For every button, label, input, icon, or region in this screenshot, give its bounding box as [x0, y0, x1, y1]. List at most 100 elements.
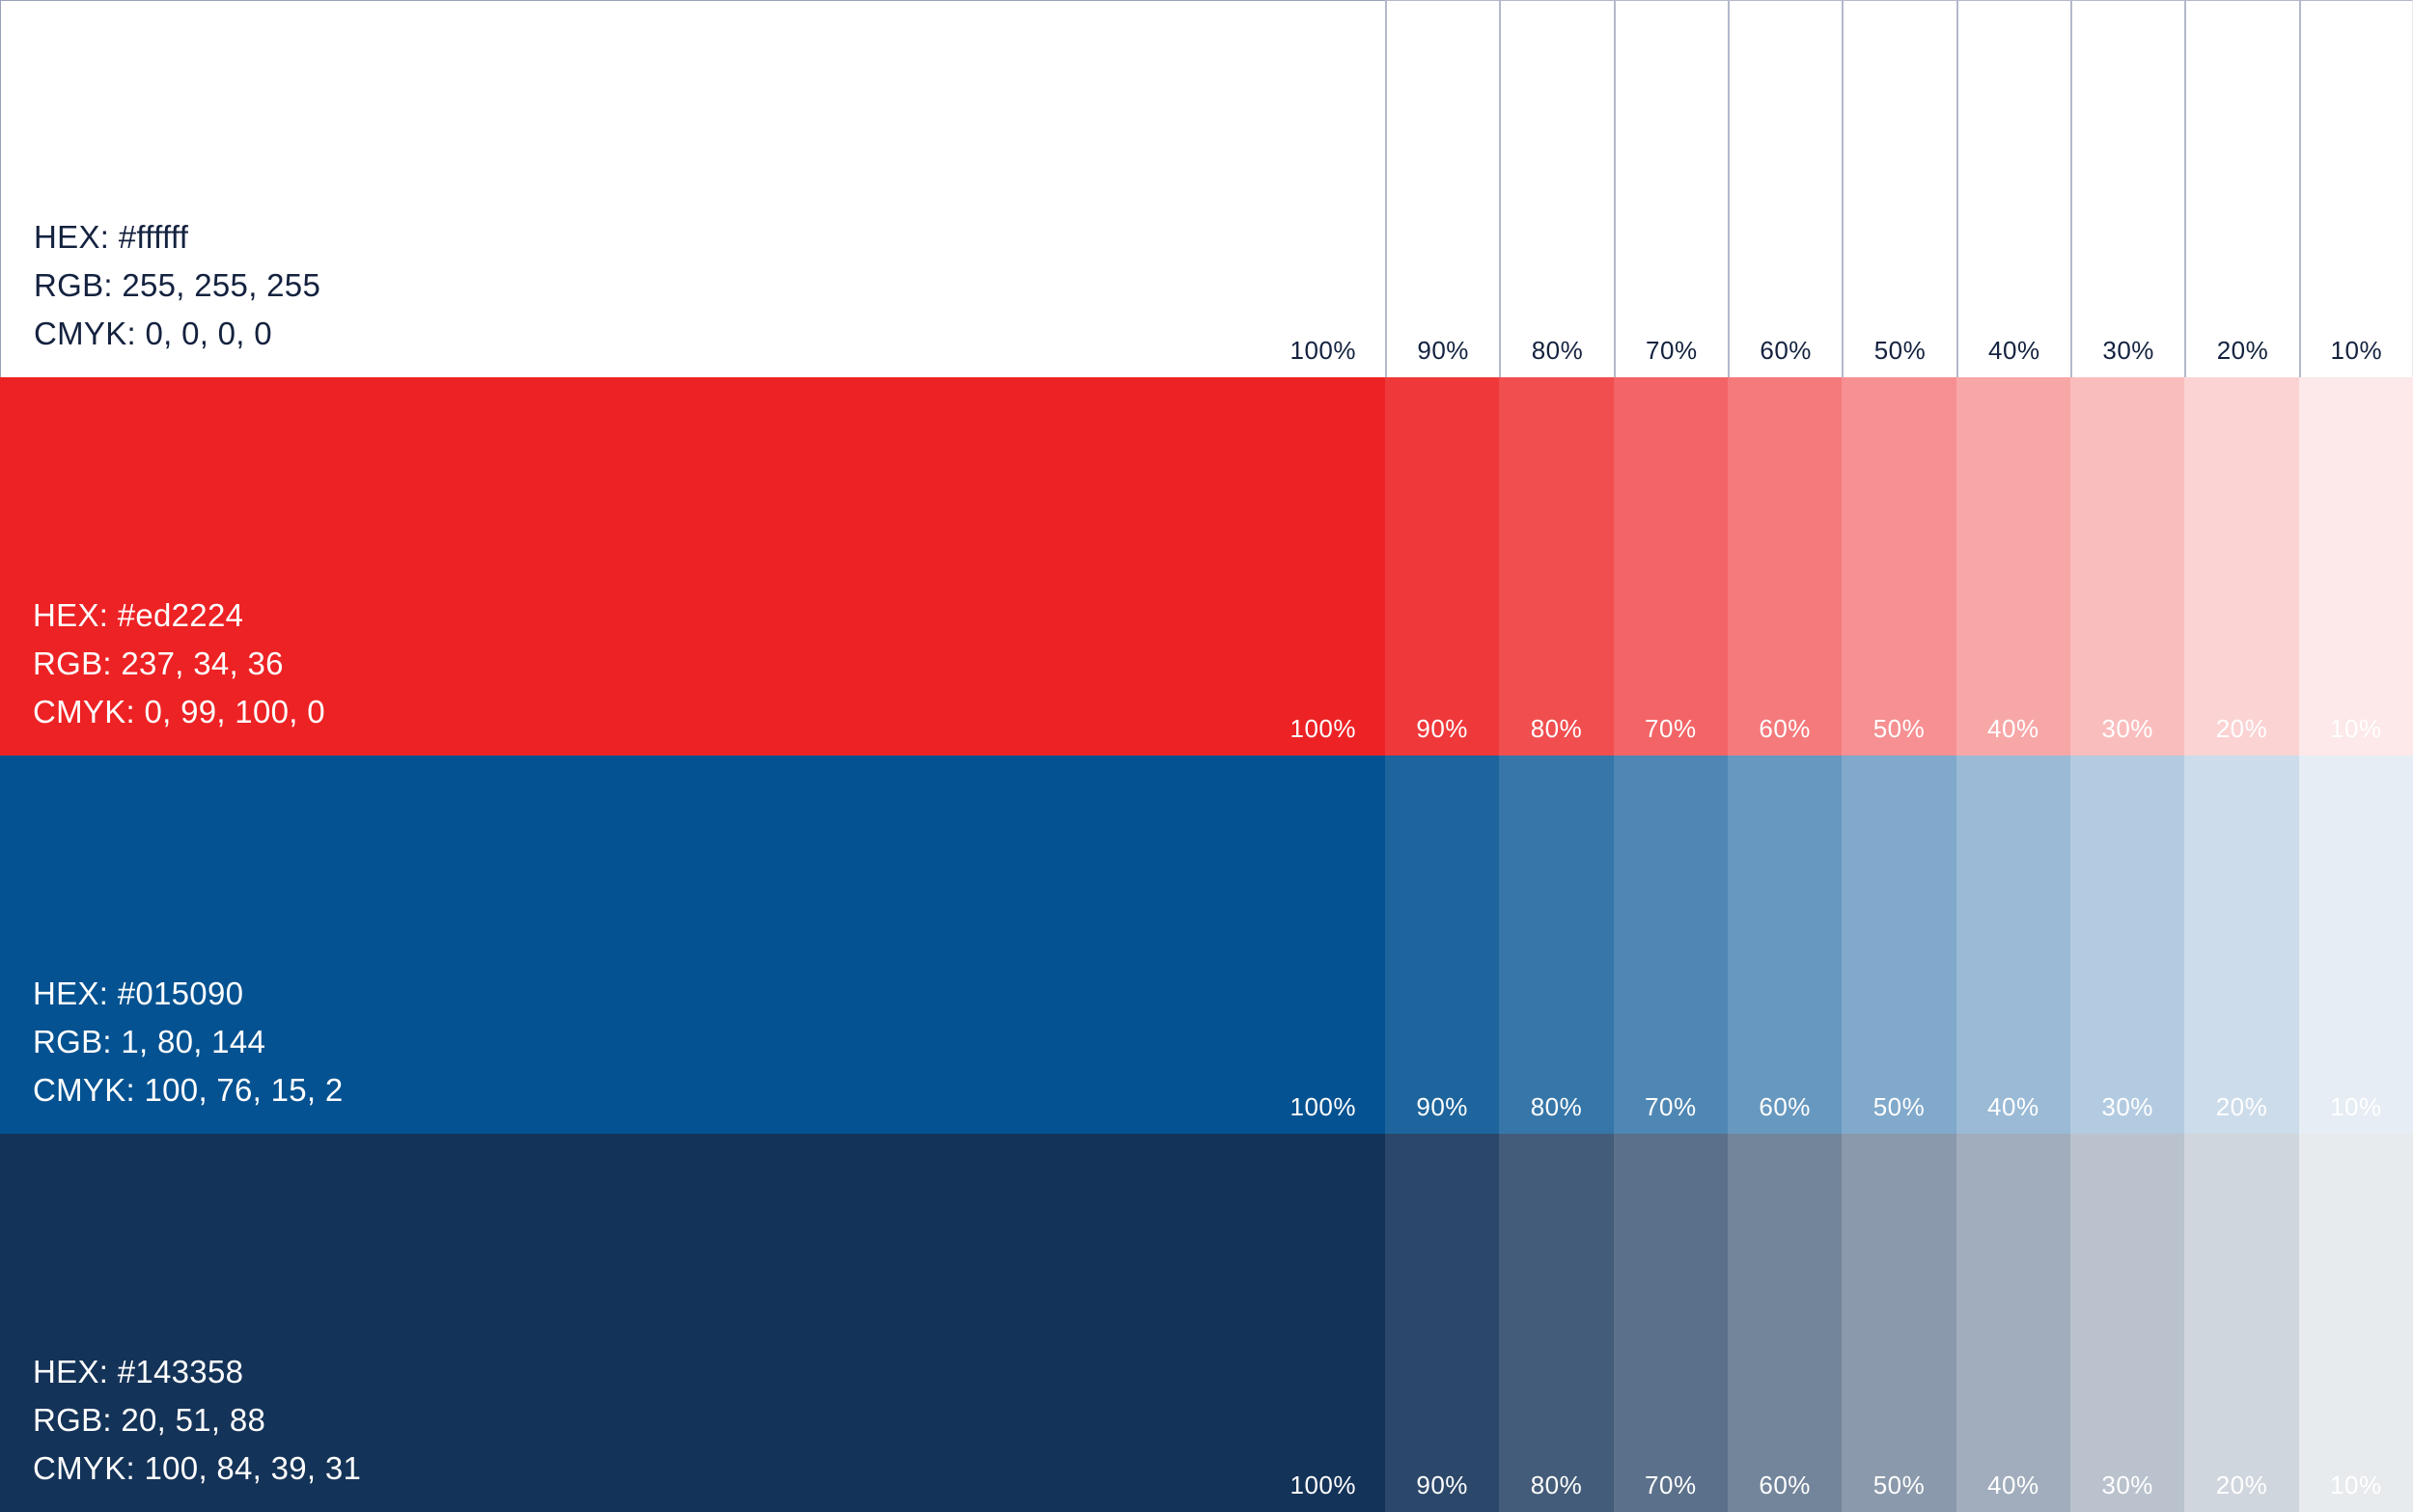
- tint-swatch-40: 40%: [1955, 0, 2070, 377]
- tint-percent-label: 70%: [1645, 714, 1697, 743]
- tint-swatch-20: 20%: [2184, 756, 2299, 1134]
- tint-percent-label: 60%: [1759, 714, 1811, 743]
- main-swatch: HEX: #ffffff RGB: 255, 255, 255 CMYK: 0,…: [0, 0, 1385, 377]
- tint-swatch-20: 20%: [2184, 377, 2299, 756]
- tint-percent-label: 20%: [2215, 714, 2268, 743]
- tint-swatch-90: 90%: [1385, 756, 1500, 1134]
- tint-swatch-30: 30%: [2070, 1134, 2185, 1512]
- tint-swatch-30: 30%: [2070, 377, 2185, 756]
- tint-swatch-10: 10%: [2298, 0, 2413, 377]
- rgb-value: RGB: 20, 51, 88: [33, 1402, 266, 1438]
- tint-percent-label: 10%: [2330, 1092, 2382, 1121]
- tint-percent-label: 60%: [1759, 1471, 1811, 1499]
- tint-swatch-10: 10%: [2298, 1134, 2413, 1512]
- main-swatch: HEX: #ed2224 RGB: 237, 34, 36 CMYK: 0, 9…: [0, 377, 1385, 756]
- tint-swatch-50: 50%: [1842, 377, 1956, 756]
- tint-percent-label: 70%: [1646, 336, 1698, 365]
- tint-swatch-10: 10%: [2298, 756, 2413, 1134]
- swatch-row-navy: HEX: #143358 RGB: 20, 51, 88 CMYK: 100, …: [0, 1134, 2413, 1512]
- color-info: HEX: #015090 RGB: 1, 80, 144 CMYK: 100, …: [33, 970, 344, 1114]
- tint-percent-label: 30%: [2102, 336, 2154, 365]
- tint-percent-label: 90%: [1416, 1471, 1468, 1499]
- tint-swatch-90: 90%: [1385, 377, 1500, 756]
- swatch-row-blue: HEX: #015090 RGB: 1, 80, 144 CMYK: 100, …: [0, 756, 2413, 1134]
- tint-swatch-70: 70%: [1613, 0, 1728, 377]
- tint-swatch-90: 90%: [1385, 0, 1500, 377]
- tint-swatch-70: 70%: [1613, 377, 1728, 756]
- rgb-value: RGB: 255, 255, 255: [34, 267, 321, 303]
- tint-percent-label: 50%: [1873, 336, 1927, 365]
- tint-swatch-70: 70%: [1613, 1134, 1728, 1512]
- tint-swatch-90: 90%: [1385, 1134, 1500, 1512]
- tint-swatch-70: 70%: [1613, 756, 1728, 1134]
- hex-value: HEX: #143358: [33, 1354, 244, 1389]
- tint-percent-label: 20%: [2216, 336, 2269, 365]
- main-percent-label: 100%: [1290, 1471, 1356, 1499]
- rgb-value: RGB: 237, 34, 36: [33, 646, 284, 681]
- tint-percent-label: 50%: [1872, 1471, 1926, 1499]
- tint-swatch-40: 40%: [1955, 756, 2070, 1134]
- hex-value: HEX: #ed2224: [33, 597, 244, 633]
- tint-percent-label: 30%: [2101, 1092, 2153, 1121]
- tint-swatch-20: 20%: [2184, 0, 2299, 377]
- tint-percent-label: 70%: [1645, 1471, 1697, 1499]
- tint-percent-label: 50%: [1872, 1092, 1926, 1121]
- tint-swatch-60: 60%: [1728, 377, 1843, 756]
- tint-swatch-50: 50%: [1842, 1134, 1956, 1512]
- tint-swatch-50: 50%: [1842, 0, 1956, 377]
- main-percent-label: 100%: [1290, 714, 1356, 743]
- tint-swatch-40: 40%: [1955, 1134, 2070, 1512]
- cmyk-value: CMYK: 0, 0, 0, 0: [34, 316, 272, 351]
- swatch-row-red: HEX: #ed2224 RGB: 237, 34, 36 CMYK: 0, 9…: [0, 377, 2413, 756]
- tint-percent-label: 60%: [1759, 1092, 1811, 1121]
- swatch-row-white: HEX: #ffffff RGB: 255, 255, 255 CMYK: 0,…: [0, 0, 2413, 377]
- tint-percent-label: 90%: [1417, 336, 1469, 365]
- tint-swatch-80: 80%: [1499, 377, 1614, 756]
- tint-swatch-50: 50%: [1842, 756, 1956, 1134]
- main-swatch: HEX: #143358 RGB: 20, 51, 88 CMYK: 100, …: [0, 1134, 1385, 1512]
- tint-percent-label: 20%: [2215, 1092, 2268, 1121]
- tint-swatch-60: 60%: [1728, 756, 1843, 1134]
- tint-swatch-30: 30%: [2070, 756, 2185, 1134]
- color-info: HEX: #143358 RGB: 20, 51, 88 CMYK: 100, …: [33, 1348, 361, 1493]
- tint-swatch-20: 20%: [2184, 1134, 2299, 1512]
- tint-swatch-80: 80%: [1499, 0, 1614, 377]
- tint-percent-label: 50%: [1872, 714, 1926, 743]
- tint-percent-label: 90%: [1416, 714, 1468, 743]
- tint-percent-label: 40%: [1988, 336, 2040, 365]
- tint-percent-label: 40%: [1987, 1092, 2039, 1121]
- tint-swatch-10: 10%: [2298, 377, 2413, 756]
- hex-value: HEX: #015090: [33, 976, 244, 1011]
- tint-percent-label: 70%: [1645, 1092, 1697, 1121]
- tint-percent-label: 90%: [1416, 1092, 1468, 1121]
- rgb-value: RGB: 1, 80, 144: [33, 1024, 266, 1059]
- hex-value: HEX: #ffffff: [34, 219, 189, 255]
- tint-percent-label: 40%: [1987, 714, 2039, 743]
- tint-swatch-60: 60%: [1728, 1134, 1843, 1512]
- main-percent-label: 100%: [1290, 1092, 1356, 1121]
- cmyk-value: CMYK: 0, 99, 100, 0: [33, 694, 325, 729]
- tint-swatch-40: 40%: [1955, 377, 2070, 756]
- color-info: HEX: #ffffff RGB: 255, 255, 255 CMYK: 0,…: [34, 213, 320, 358]
- cmyk-value: CMYK: 100, 76, 15, 2: [33, 1072, 344, 1108]
- tint-percent-label: 40%: [1987, 1471, 2039, 1499]
- main-swatch: HEX: #015090 RGB: 1, 80, 144 CMYK: 100, …: [0, 756, 1385, 1134]
- color-info: HEX: #ed2224 RGB: 237, 34, 36 CMYK: 0, 9…: [33, 591, 325, 736]
- main-percent-label: 100%: [1290, 336, 1356, 365]
- tint-swatch-30: 30%: [2070, 0, 2185, 377]
- tint-percent-label: 80%: [1530, 1092, 1583, 1121]
- tint-swatch-80: 80%: [1499, 1134, 1614, 1512]
- tint-percent-label: 30%: [2101, 714, 2153, 743]
- tint-swatch-80: 80%: [1499, 756, 1614, 1134]
- tint-percent-label: 80%: [1530, 1471, 1583, 1499]
- tint-percent-label: 80%: [1530, 714, 1583, 743]
- tint-percent-label: 80%: [1531, 336, 1584, 365]
- tint-percent-label: 20%: [2215, 1471, 2268, 1499]
- tint-percent-label: 60%: [1760, 336, 1812, 365]
- cmyk-value: CMYK: 100, 84, 39, 31: [33, 1450, 362, 1486]
- tint-percent-label: 10%: [2330, 1471, 2382, 1499]
- tint-percent-label: 10%: [2330, 336, 2383, 365]
- tint-percent-label: 30%: [2101, 1471, 2153, 1499]
- tint-percent-label: 10%: [2330, 714, 2382, 743]
